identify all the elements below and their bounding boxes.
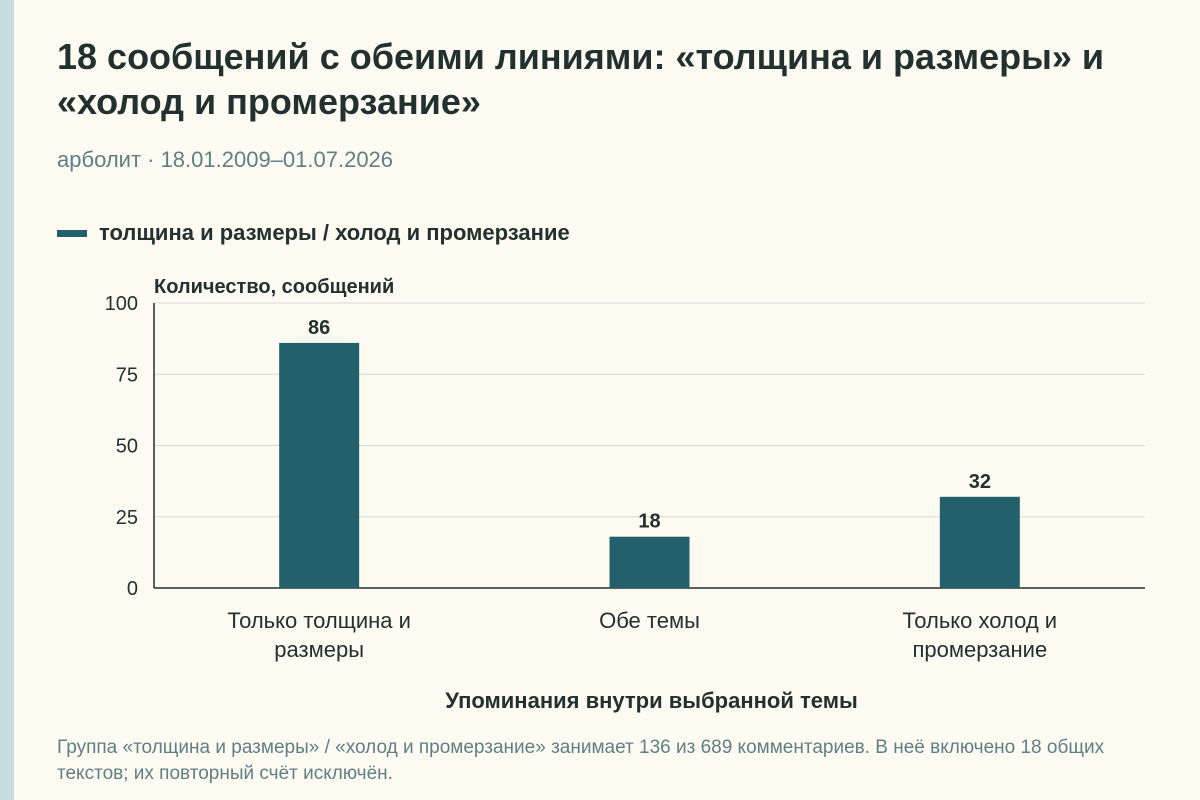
data-label: 18 (638, 511, 660, 533)
y-axis-label: Количество, сообщений (154, 276, 394, 298)
y-tick-label: 100 (105, 293, 138, 315)
legend-label: толщина и размеры / холод и промерзание (99, 220, 570, 245)
bar (939, 496, 1020, 588)
chart-title: 18 сообщений с обеими линиями: «толщина … (57, 36, 1105, 122)
legend-swatch (57, 229, 87, 237)
data-label: 86 (308, 317, 330, 339)
bar (279, 342, 360, 588)
chart-subtitle: арболит · 18.01.2009–01.07.2026 (57, 147, 394, 172)
x-tick-label: Только холод и (903, 608, 1058, 633)
y-tick-label: 50 (116, 436, 138, 458)
bar-chart: 0 25 50 75 100 Количество, сообщений 86 Только … (105, 276, 1145, 713)
x-tick-label: размеры (274, 637, 364, 662)
footnote: Группа «толщина и размеры» / «холод и пр… (57, 737, 1105, 784)
y-tick-label: 0 (127, 578, 138, 600)
y-tick-label: 75 (116, 364, 138, 386)
x-tick-label: промерзание (912, 637, 1047, 662)
bar (609, 536, 690, 588)
x-tick-label: Обе темы (599, 608, 700, 633)
edge-stripe (0, 0, 14, 800)
x-axis-label: Упоминания внутри выбранной темы (445, 688, 858, 713)
x-tick-label: Только толщина и (227, 608, 411, 633)
y-tick-label: 25 (116, 507, 138, 529)
data-label: 32 (969, 471, 991, 493)
legend: толщина и размеры / холод и промерзание (57, 219, 570, 247)
